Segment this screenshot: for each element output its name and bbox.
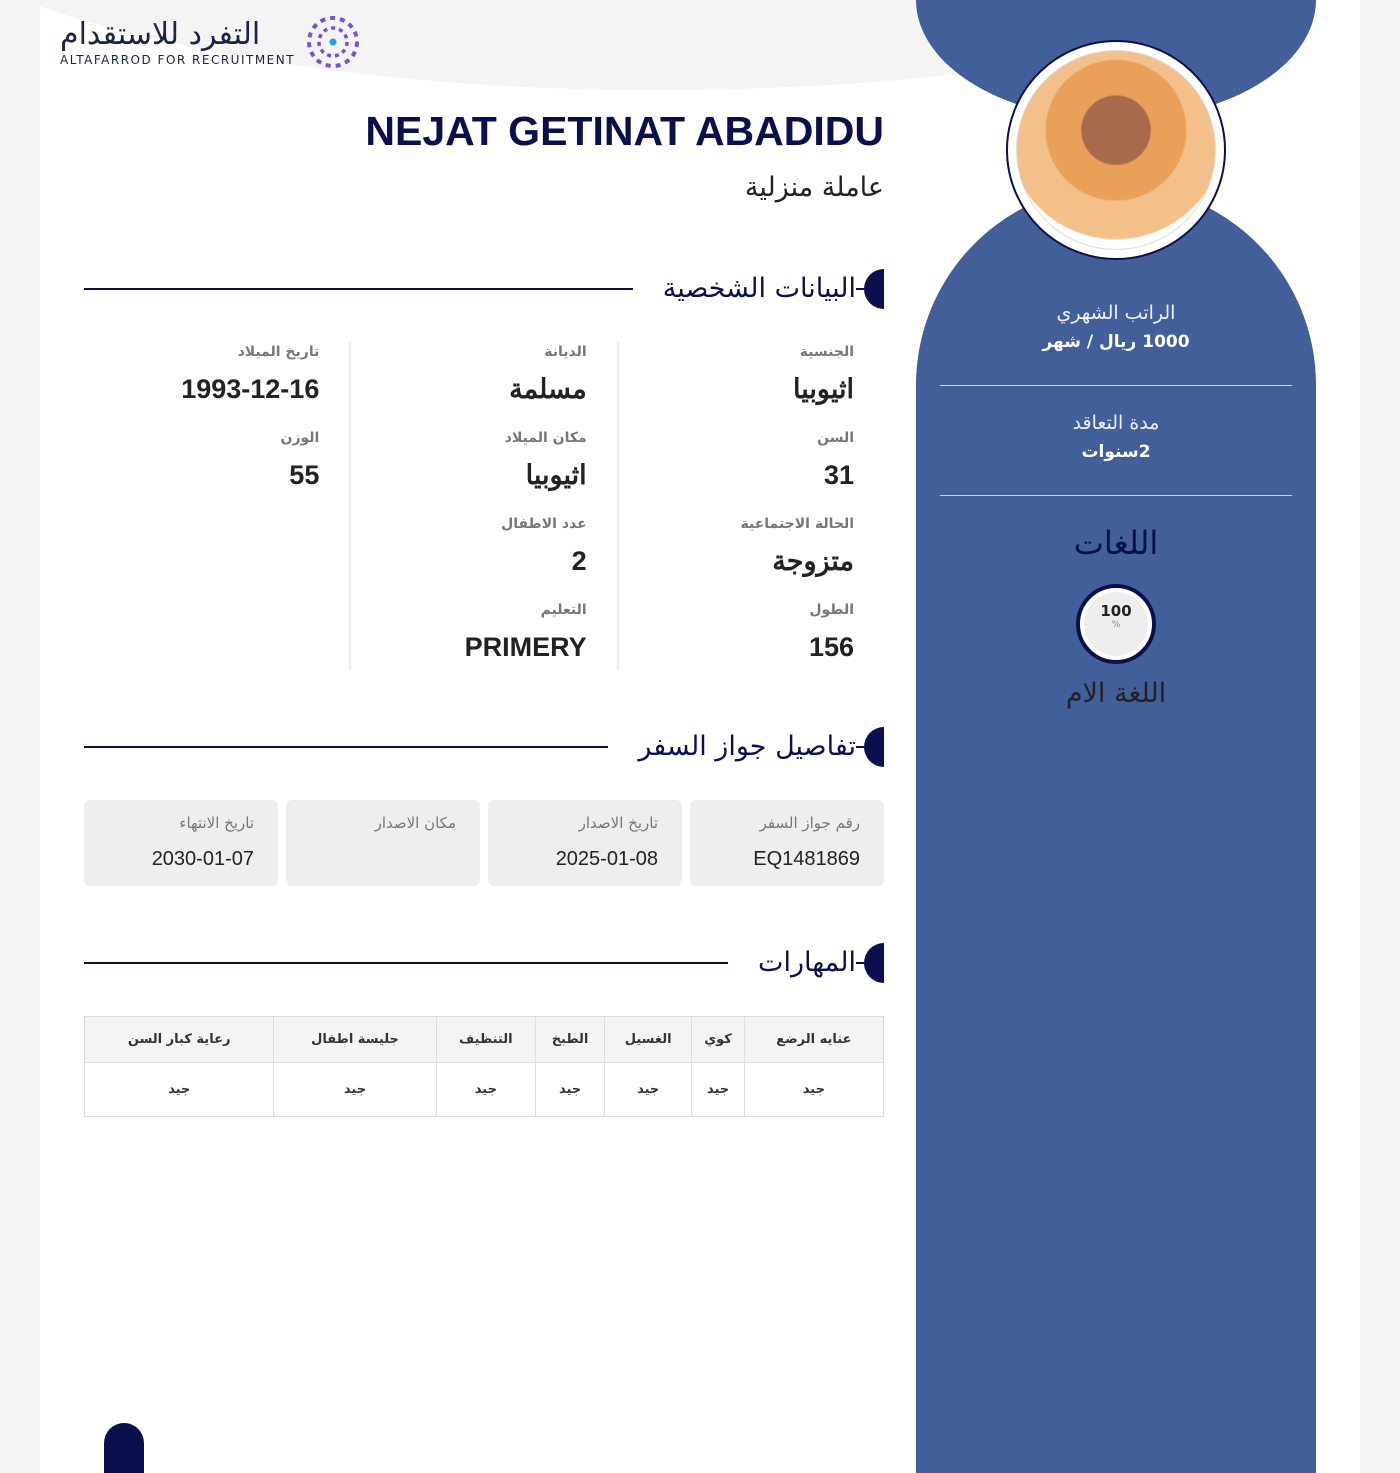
contract-block: مدة التعاقد 2سنوات [940, 412, 1292, 462]
languages-title: اللغات [1073, 524, 1159, 562]
worker-name: NEJAT GETINAT ABADIDU [365, 108, 884, 154]
salary-value: 1000 ريال / شهر [1042, 332, 1190, 352]
salary-block: الراتب الشهري 1000 ريال / شهر [940, 302, 1292, 352]
divider [940, 385, 1292, 386]
profile-photo [1006, 40, 1226, 260]
sidebar: الراتب الشهري 1000 ريال / شهر مدة التعاق… [916, 0, 1316, 1473]
logo-dots-icon [307, 16, 360, 68]
section-header-personal: البيانات الشخصية [84, 269, 884, 309]
logo-english: ALTAFARROD FOR RECRUITMENT [60, 53, 296, 67]
passport-card: تاريخ الاصدار 2025-01-08 [488, 800, 682, 886]
personal-details-grid: الجنسية اثيوبيا السن 31 الحالة الاجتماعية م… [84, 342, 884, 670]
table-header-row: عنايه الرضع كوي الغسيل الطبخ التنظيف جليسة اط… [83, 1016, 885, 1063]
skills-table: عنايه الرضع كوي الغسيل الطبخ التنظيف جليسة اط… [83, 1016, 885, 1117]
section-header-passport: تفاصيل جواز السفر [84, 727, 884, 767]
passport-card: مكان الاصدار [286, 800, 480, 886]
passport-card: تاريخ الانتهاء 2030-01-07 [84, 800, 278, 886]
logo-arabic: التفرد للاستقدام [60, 17, 261, 52]
divider [940, 495, 1292, 496]
company-logo: التفرد للاستقدام ALTAFARROD FOR RECRUITM… [60, 14, 361, 70]
section-header-skills: المهارات [84, 943, 884, 983]
passport-card: رقم جواز السفر EQ1481869 [690, 800, 884, 886]
contract-value: 2سنوات [1081, 442, 1151, 462]
passport-cards: رقم جواز السفر EQ1481869 تاريخ الاصدار 202… [84, 800, 884, 886]
language-progress-ring: 100 % [1076, 584, 1156, 664]
footer-tab [104, 1423, 144, 1473]
cv-page: التفرد للاستقدام ALTAFARROD FOR RECRUITM… [40, 0, 1360, 1473]
job-title: عاملة منزلية [744, 172, 884, 203]
language-name: اللغة الام [1065, 678, 1167, 709]
table-row: جيد جيد جيد جيد جيد جيد جيد [83, 1062, 885, 1117]
